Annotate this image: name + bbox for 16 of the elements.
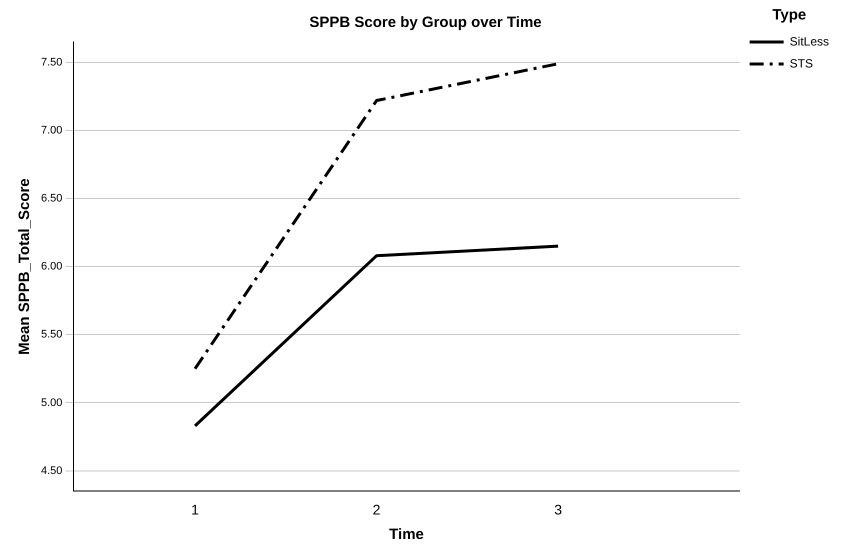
x-tick-label: 2 bbox=[372, 501, 381, 518]
legend-title: Type bbox=[772, 6, 806, 24]
y-axis-title: Mean SPPB_Total_Score bbox=[16, 178, 34, 355]
x-axis-title: Time bbox=[389, 526, 424, 544]
y-tick-label: 5.00 bbox=[40, 396, 62, 409]
legend-label: STS bbox=[790, 56, 813, 70]
legend-label: SitLess bbox=[790, 34, 830, 48]
chart-title: SPPB Score by Group over Time bbox=[309, 14, 542, 32]
y-tick-label: 6.00 bbox=[40, 260, 62, 273]
y-tick-label: 4.50 bbox=[40, 464, 62, 477]
y-tick-label: 7.50 bbox=[40, 56, 62, 68]
y-tick-label: 7.00 bbox=[40, 124, 62, 137]
x-tick-label: 3 bbox=[554, 501, 562, 518]
y-tick-label: 5.50 bbox=[40, 328, 62, 341]
y-tick-label: 6.50 bbox=[40, 192, 62, 205]
x-tick-label: 1 bbox=[191, 501, 200, 518]
